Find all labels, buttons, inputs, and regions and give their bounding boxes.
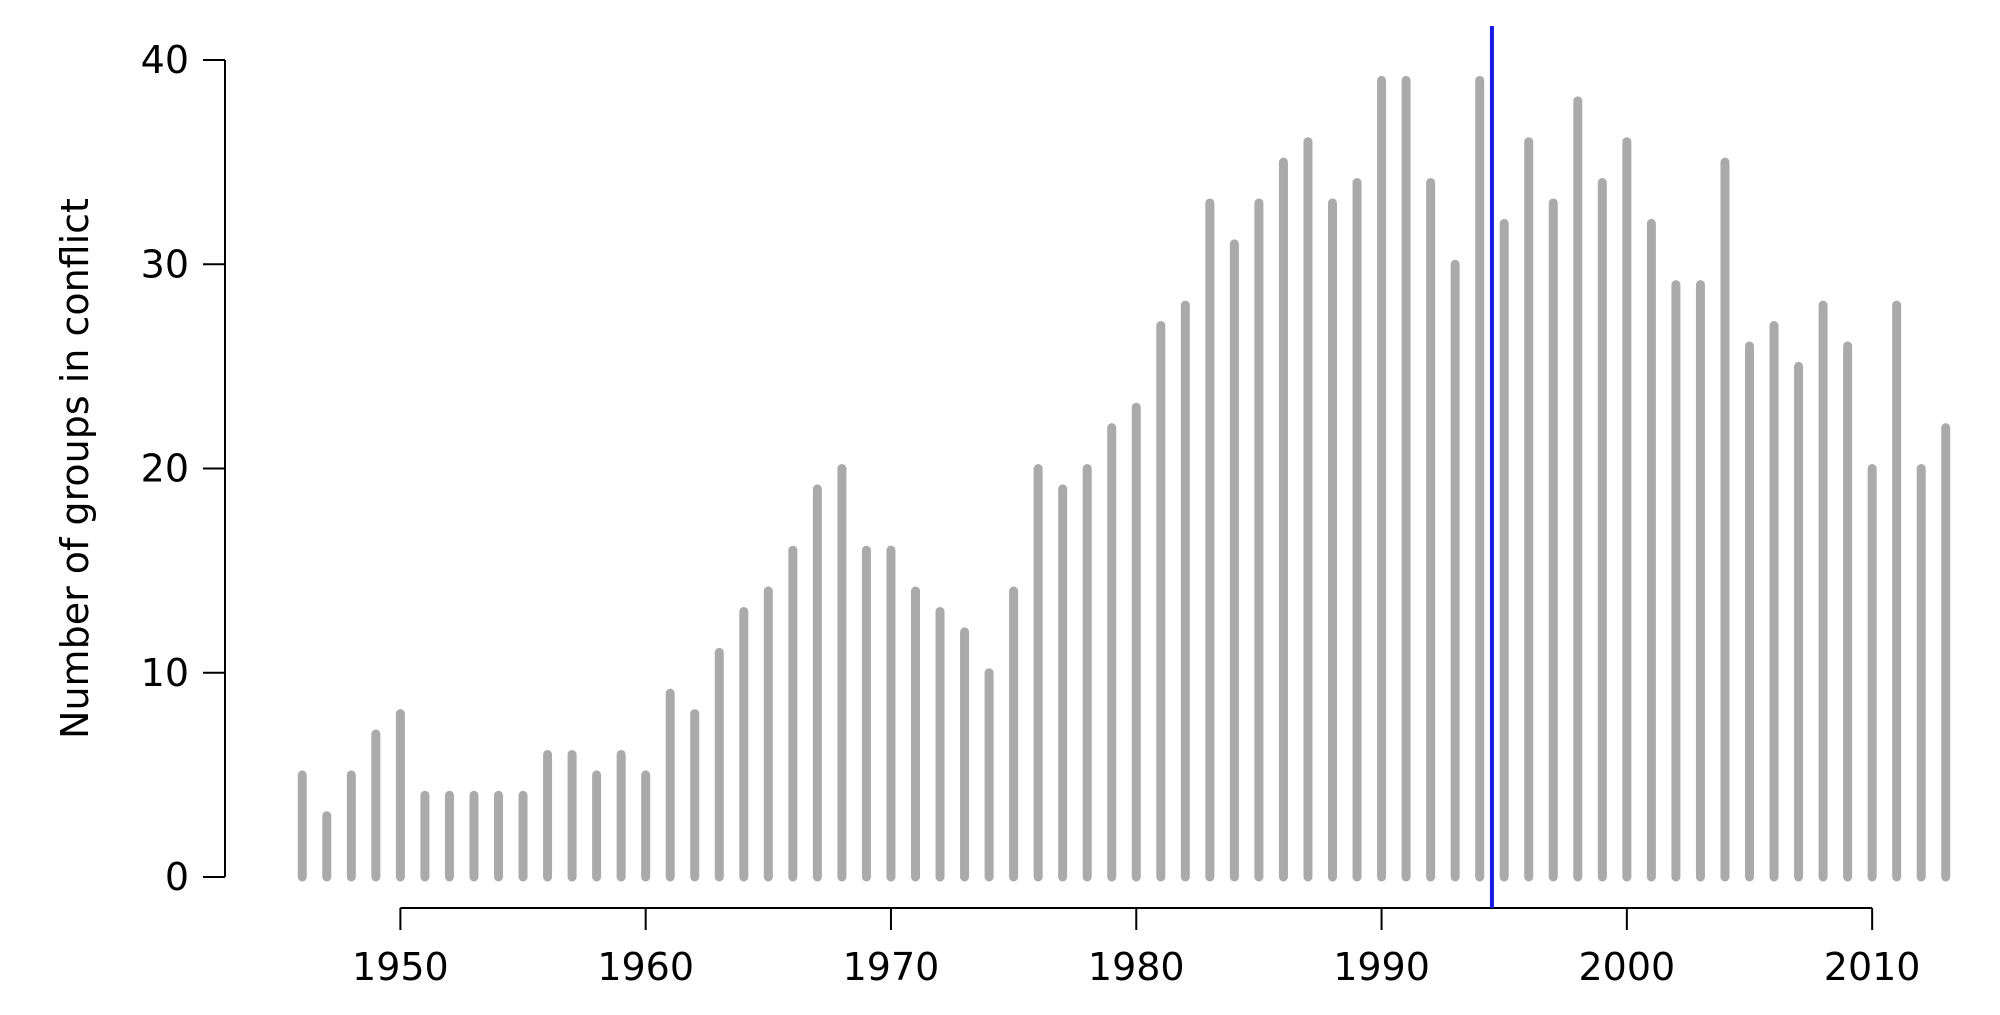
- x-tick-label-2000: 2000: [1578, 945, 1675, 989]
- x-tick-label-2010: 2010: [1824, 945, 1921, 989]
- y-axis-title: Number of groups in conflict: [53, 198, 97, 739]
- y-tick-label-20: 20: [141, 447, 189, 491]
- y-axis: 0 10 20 30 40: [141, 38, 226, 899]
- x-tick-label-1990: 1990: [1333, 945, 1430, 989]
- y-tick-label-0: 0: [165, 855, 189, 899]
- y-tick-label-30: 30: [141, 242, 189, 286]
- y-tick-label-10: 10: [141, 651, 189, 695]
- x-tick-label-1950: 1950: [352, 945, 449, 989]
- x-axis: 1950 1960 1970 1980 1990 2000 2010: [352, 907, 1921, 989]
- x-tick-label-1970: 1970: [843, 945, 940, 989]
- x-tick-label-1960: 1960: [597, 945, 694, 989]
- y-tick-label-40: 40: [141, 38, 189, 82]
- x-tick-label-1980: 1980: [1088, 945, 1185, 989]
- bars-group: [297, 75, 1951, 882]
